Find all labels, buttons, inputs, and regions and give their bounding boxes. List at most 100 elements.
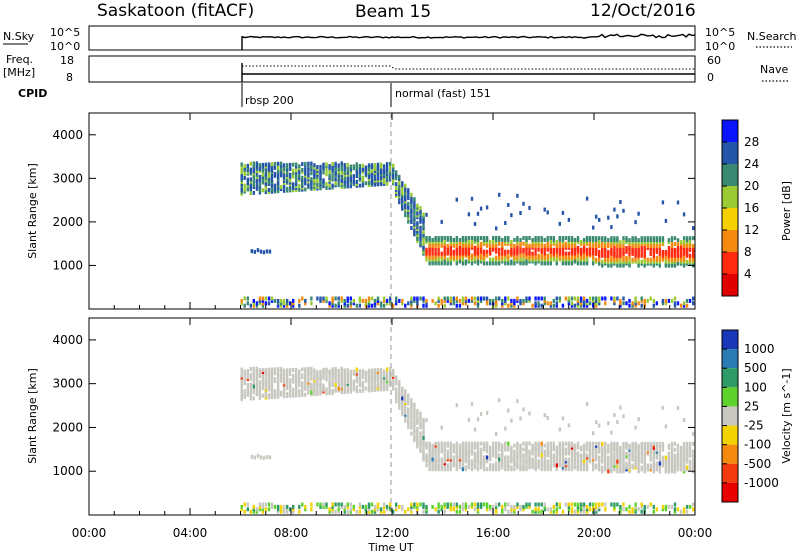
power-echo-cell: [519, 249, 522, 254]
velocity-echo-cell: [343, 376, 346, 381]
power-echo-cell: [364, 165, 368, 170]
power-echo-cell: [243, 296, 246, 301]
power-echo-cell: [576, 298, 580, 303]
power-echo-cell: [664, 259, 668, 264]
x-tick-label: 12:00: [375, 526, 410, 540]
velocity-echo-cell: [373, 504, 377, 509]
velocity-echo-cell: [256, 453, 260, 458]
velocity-echo-cell: [331, 383, 334, 387]
velocity-echo-cell: [492, 463, 495, 468]
velocity-echo-cell: [401, 507, 404, 512]
power-echo-cell: [267, 296, 271, 301]
power-echo-cell: [616, 236, 619, 241]
power-echo-cell: [301, 175, 304, 180]
power-echo-cell: [416, 296, 419, 301]
power-echo-cell: [479, 206, 483, 211]
velocity-echo-cell: [458, 451, 462, 456]
velocity-echo-cell: [522, 504, 525, 509]
power-echo-cell: [537, 253, 540, 258]
velocity-echo-cell: [688, 441, 692, 446]
velocity-echo-cell: [685, 509, 689, 514]
power-echo-cell: [258, 163, 262, 168]
velocity-echo-cell: [464, 502, 468, 507]
velocity-echo-cell: [443, 465, 446, 470]
velocity-echo-cell: [367, 386, 371, 391]
velocity-colorbar-label: 500: [744, 361, 767, 375]
power-echo-cell: [470, 261, 474, 266]
velocity-echo-cell: [410, 413, 413, 418]
power-echo-cell: [585, 301, 589, 306]
power-echo-cell: [567, 217, 571, 222]
power-echo-cell: [522, 253, 525, 258]
power-echo-cell: [398, 184, 401, 189]
velocity-echo-cell: [598, 455, 601, 460]
velocity-echo-cell: [528, 411, 531, 416]
power-echo-cell: [392, 175, 395, 180]
power-echo-cell: [434, 301, 437, 306]
velocity-echo-cell: [546, 507, 549, 512]
power-echo-cell: [585, 236, 589, 240]
velocity-echo-cell: [322, 375, 325, 380]
velocity-echo-cell: [252, 509, 255, 514]
power-echo-cell: [261, 168, 265, 173]
velocity-echo-cell: [655, 441, 658, 446]
power-echo-cell: [595, 257, 598, 262]
velocity-echo-cell: [619, 507, 622, 512]
power-echo-cell: [607, 215, 610, 220]
velocity-echo-cell: [361, 369, 365, 374]
velocity-echo-cell: [279, 509, 283, 514]
power-echo-cell: [679, 240, 683, 245]
power-echo-cell: [428, 236, 431, 240]
velocity-echo-cell: [470, 502, 474, 507]
power-echo-cell: [367, 301, 371, 306]
power-echo-cell: [558, 236, 561, 240]
power-echo-cell: [570, 303, 574, 308]
velocity-echo-cell: [261, 504, 265, 509]
velocity-echo-cell: [473, 451, 477, 456]
power-echo-cell: [489, 243, 492, 248]
velocity-echo-cell: [622, 502, 625, 507]
power-echo-cell: [658, 263, 661, 268]
velocity-echo-cell: [252, 396, 255, 401]
power-echo-cell: [570, 301, 574, 306]
velocity-echo-cell: [519, 459, 522, 464]
velocity-echo-cell: [395, 502, 398, 507]
velocity-echo-cell: [485, 459, 489, 464]
power-echo-cell: [282, 163, 286, 168]
velocity-echo-cell: [592, 502, 595, 507]
power-echo-cell: [592, 303, 595, 308]
nave-tick-top: 60: [707, 54, 721, 67]
power-colorbar-segment: [722, 186, 738, 208]
velocity-echo-cell: [428, 441, 431, 446]
velocity-echo-cell: [264, 502, 268, 507]
power-echo-cell: [534, 301, 537, 306]
power-echo-cell: [337, 296, 340, 301]
velocity-echo-cell: [346, 368, 349, 373]
power-echo-cell: [552, 236, 555, 240]
velocity-echo-cell: [652, 455, 655, 460]
power-echo-cell: [670, 242, 674, 247]
velocity-echo-cell: [316, 388, 319, 392]
velocity-echo-cell: [292, 509, 295, 514]
velocity-echo-cell: [464, 504, 468, 509]
power-echo-cell: [437, 303, 440, 308]
power-echo-cell: [673, 303, 677, 308]
velocity-echo-cell: [625, 507, 628, 512]
velocity-echo-cell: [649, 441, 652, 446]
velocity-echo-cell: [558, 504, 561, 509]
velocity-echo-cell: [328, 379, 331, 384]
velocity-echo-cell: [255, 507, 259, 512]
velocity-echo-cell: [692, 449, 695, 454]
velocity-echo-cell: [346, 372, 349, 377]
velocity-echo-cell: [282, 390, 286, 395]
velocity-echo-cell: [304, 373, 307, 378]
velocity-echo-cell: [537, 441, 540, 446]
power-echo-cell: [437, 296, 440, 301]
velocity-echo-cell: [564, 441, 568, 446]
power-echo-cell: [510, 301, 513, 306]
power-echo-cell: [389, 298, 392, 303]
velocity-echo-cell: [661, 507, 665, 512]
power-echo-cell: [346, 296, 349, 301]
power-echo-cell: [688, 240, 692, 245]
velocity-echo-cell: [634, 509, 637, 514]
